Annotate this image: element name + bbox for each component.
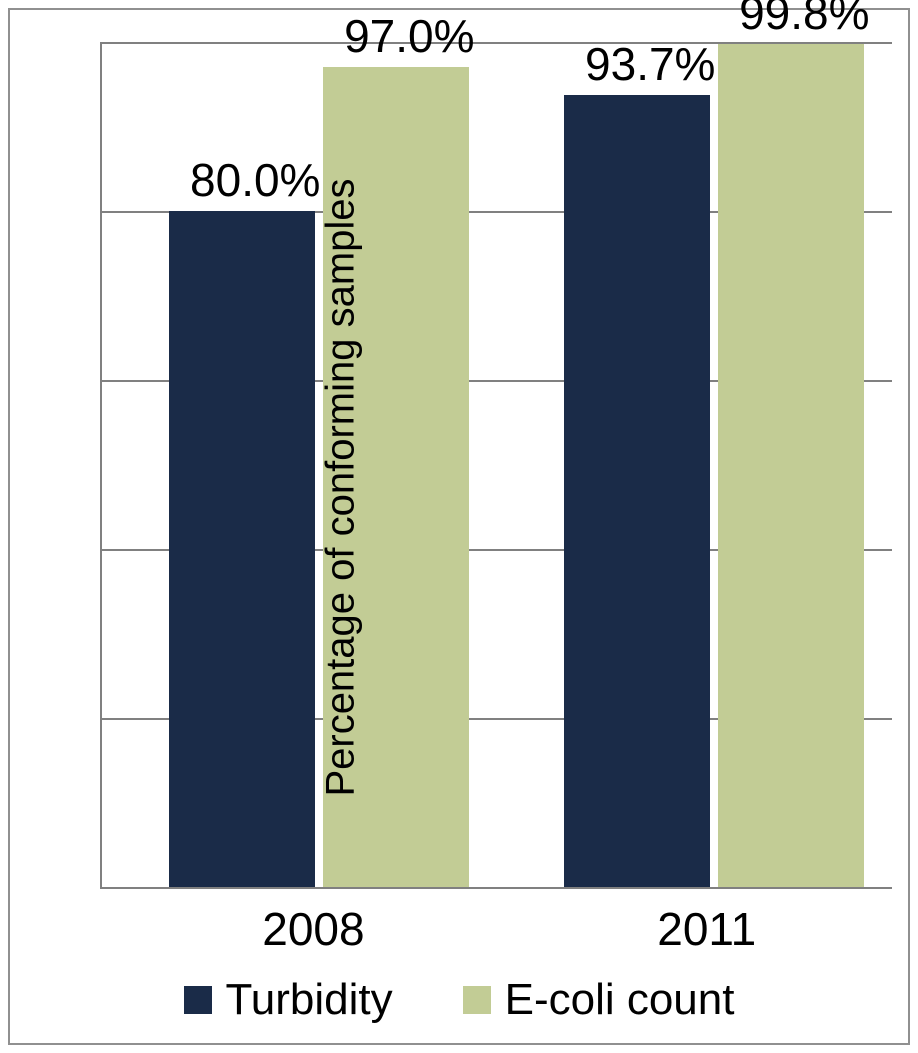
- legend-item-ecoli: E-coli count: [463, 975, 735, 1025]
- legend-swatch-ecoli: [463, 986, 491, 1014]
- bar-label: 80.0%: [190, 153, 320, 211]
- y-axis-title: Percentage of conforming samples: [319, 178, 364, 796]
- bar-label: 93.7%: [585, 37, 715, 95]
- legend: Turbidity E-coli count: [10, 975, 908, 1025]
- x-axis-label-2011: 2011: [657, 902, 756, 956]
- chart-frame: 80.0%97.0%93.7%99.8% Percentage of confo…: [8, 8, 910, 1045]
- bar-label: 99.8%: [739, 0, 869, 44]
- bar-e-coli-count-2011: 99.8%: [718, 44, 864, 887]
- legend-label-turbidity: Turbidity: [226, 975, 393, 1025]
- legend-label-ecoli: E-coli count: [505, 975, 735, 1025]
- legend-swatch-turbidity: [184, 986, 212, 1014]
- bar-label: 97.0%: [344, 9, 474, 67]
- plot-area: 80.0%97.0%93.7%99.8%: [100, 42, 892, 889]
- bar-turbidity-2011: 93.7%: [564, 95, 710, 887]
- legend-item-turbidity: Turbidity: [184, 975, 393, 1025]
- x-axis-label-2008: 2008: [262, 902, 364, 956]
- bar-turbidity-2008: 80.0%: [169, 211, 315, 887]
